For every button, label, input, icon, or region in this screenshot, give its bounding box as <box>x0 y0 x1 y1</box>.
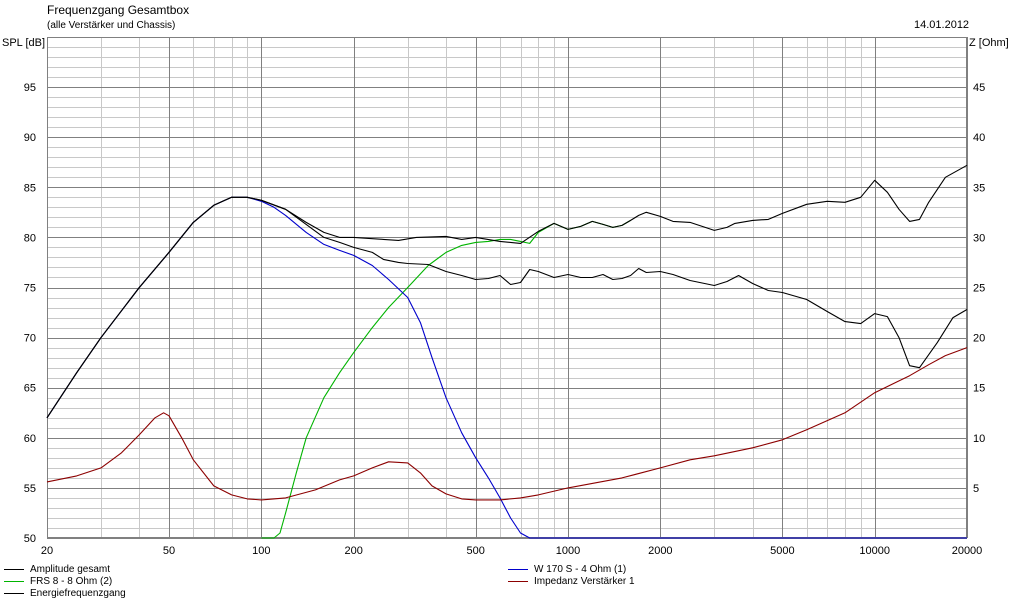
y2-tick-label: 10 <box>973 433 985 445</box>
x-tick-label: 10000 <box>859 545 890 557</box>
chart-date: 14.01.2012 <box>914 19 970 31</box>
y-tick-label: 90 <box>24 132 36 144</box>
x-tick-label: 5000 <box>770 545 794 557</box>
y2-tick-label: 30 <box>973 232 985 244</box>
legend-label-w170s: W 170 S - 4 Ohm (1) <box>534 564 627 575</box>
plot-frame <box>47 37 967 538</box>
legend-swatch-frs8 <box>4 581 24 582</box>
x-tick-label: 500 <box>467 545 485 557</box>
y-tick-label: 65 <box>24 383 36 395</box>
x-tick-label: 20 <box>41 545 53 557</box>
y2-tick-label: 5 <box>973 483 979 495</box>
x-tick-label: 200 <box>344 545 362 557</box>
y-axis-label: SPL [dB] <box>2 37 46 49</box>
legend-item-energie: Energiefrequenzgang <box>4 588 126 599</box>
y2-tick-label: 35 <box>973 182 985 194</box>
y-tick-label: 55 <box>24 483 36 495</box>
legend-item-frs8: FRS 8 - 8 Ohm (2) <box>4 576 112 587</box>
y2-tick-label: 20 <box>973 333 985 345</box>
y-tick-label: 80 <box>24 232 36 244</box>
impedanz-line <box>46 347 968 501</box>
y-tick-label: 70 <box>24 333 36 345</box>
y-tick-label: 75 <box>24 283 36 295</box>
y-tick-label: 95 <box>24 82 36 94</box>
y2-axis-label: Z [Ohm] <box>969 37 1009 49</box>
legend-label-amplitude: Amplitude gesamt <box>30 564 111 575</box>
y2-tick-label: 40 <box>973 132 985 144</box>
chart-subtitle: (alle Verstärker und Chassis) <box>47 20 176 31</box>
legend-item-amplitude: Amplitude gesamt <box>4 564 110 575</box>
x-tick-label: 1000 <box>556 545 580 557</box>
legend-item-impedanz: Impedanz Verstärker 1 <box>508 576 635 587</box>
legend-label-energie: Energiefrequenzgang <box>30 588 126 599</box>
y2-tick-label: 45 <box>973 82 985 94</box>
y2-tick-label: 25 <box>973 283 985 295</box>
y2-tick-label: 15 <box>973 383 985 395</box>
legend-label-frs8: FRS 8 - 8 Ohm (2) <box>30 576 113 587</box>
y-tick-label: 60 <box>24 433 36 445</box>
x-tick-label: 100 <box>252 545 270 557</box>
x-tick-label: 20000 <box>952 545 983 557</box>
y-tick-label: 85 <box>24 182 36 194</box>
plot-area <box>47 37 967 538</box>
y-tick-label: 50 <box>24 533 36 545</box>
legend-label-impedanz: Impedanz Verstärker 1 <box>534 576 635 587</box>
chart-title: Frequenzgang Gesamtbox <box>47 3 190 17</box>
amplitude-gesamt-line <box>46 164 968 419</box>
legend-swatch-impedanz <box>508 581 528 582</box>
legend-item-w170s: W 170 S - 4 Ohm (1) <box>508 564 626 575</box>
x-tick-label: 50 <box>163 545 175 557</box>
legend-swatch-energie <box>4 593 24 594</box>
x-tick-label: 2000 <box>648 545 672 557</box>
legend-swatch-w170s <box>508 569 528 570</box>
legend-swatch-amplitude <box>4 569 24 570</box>
